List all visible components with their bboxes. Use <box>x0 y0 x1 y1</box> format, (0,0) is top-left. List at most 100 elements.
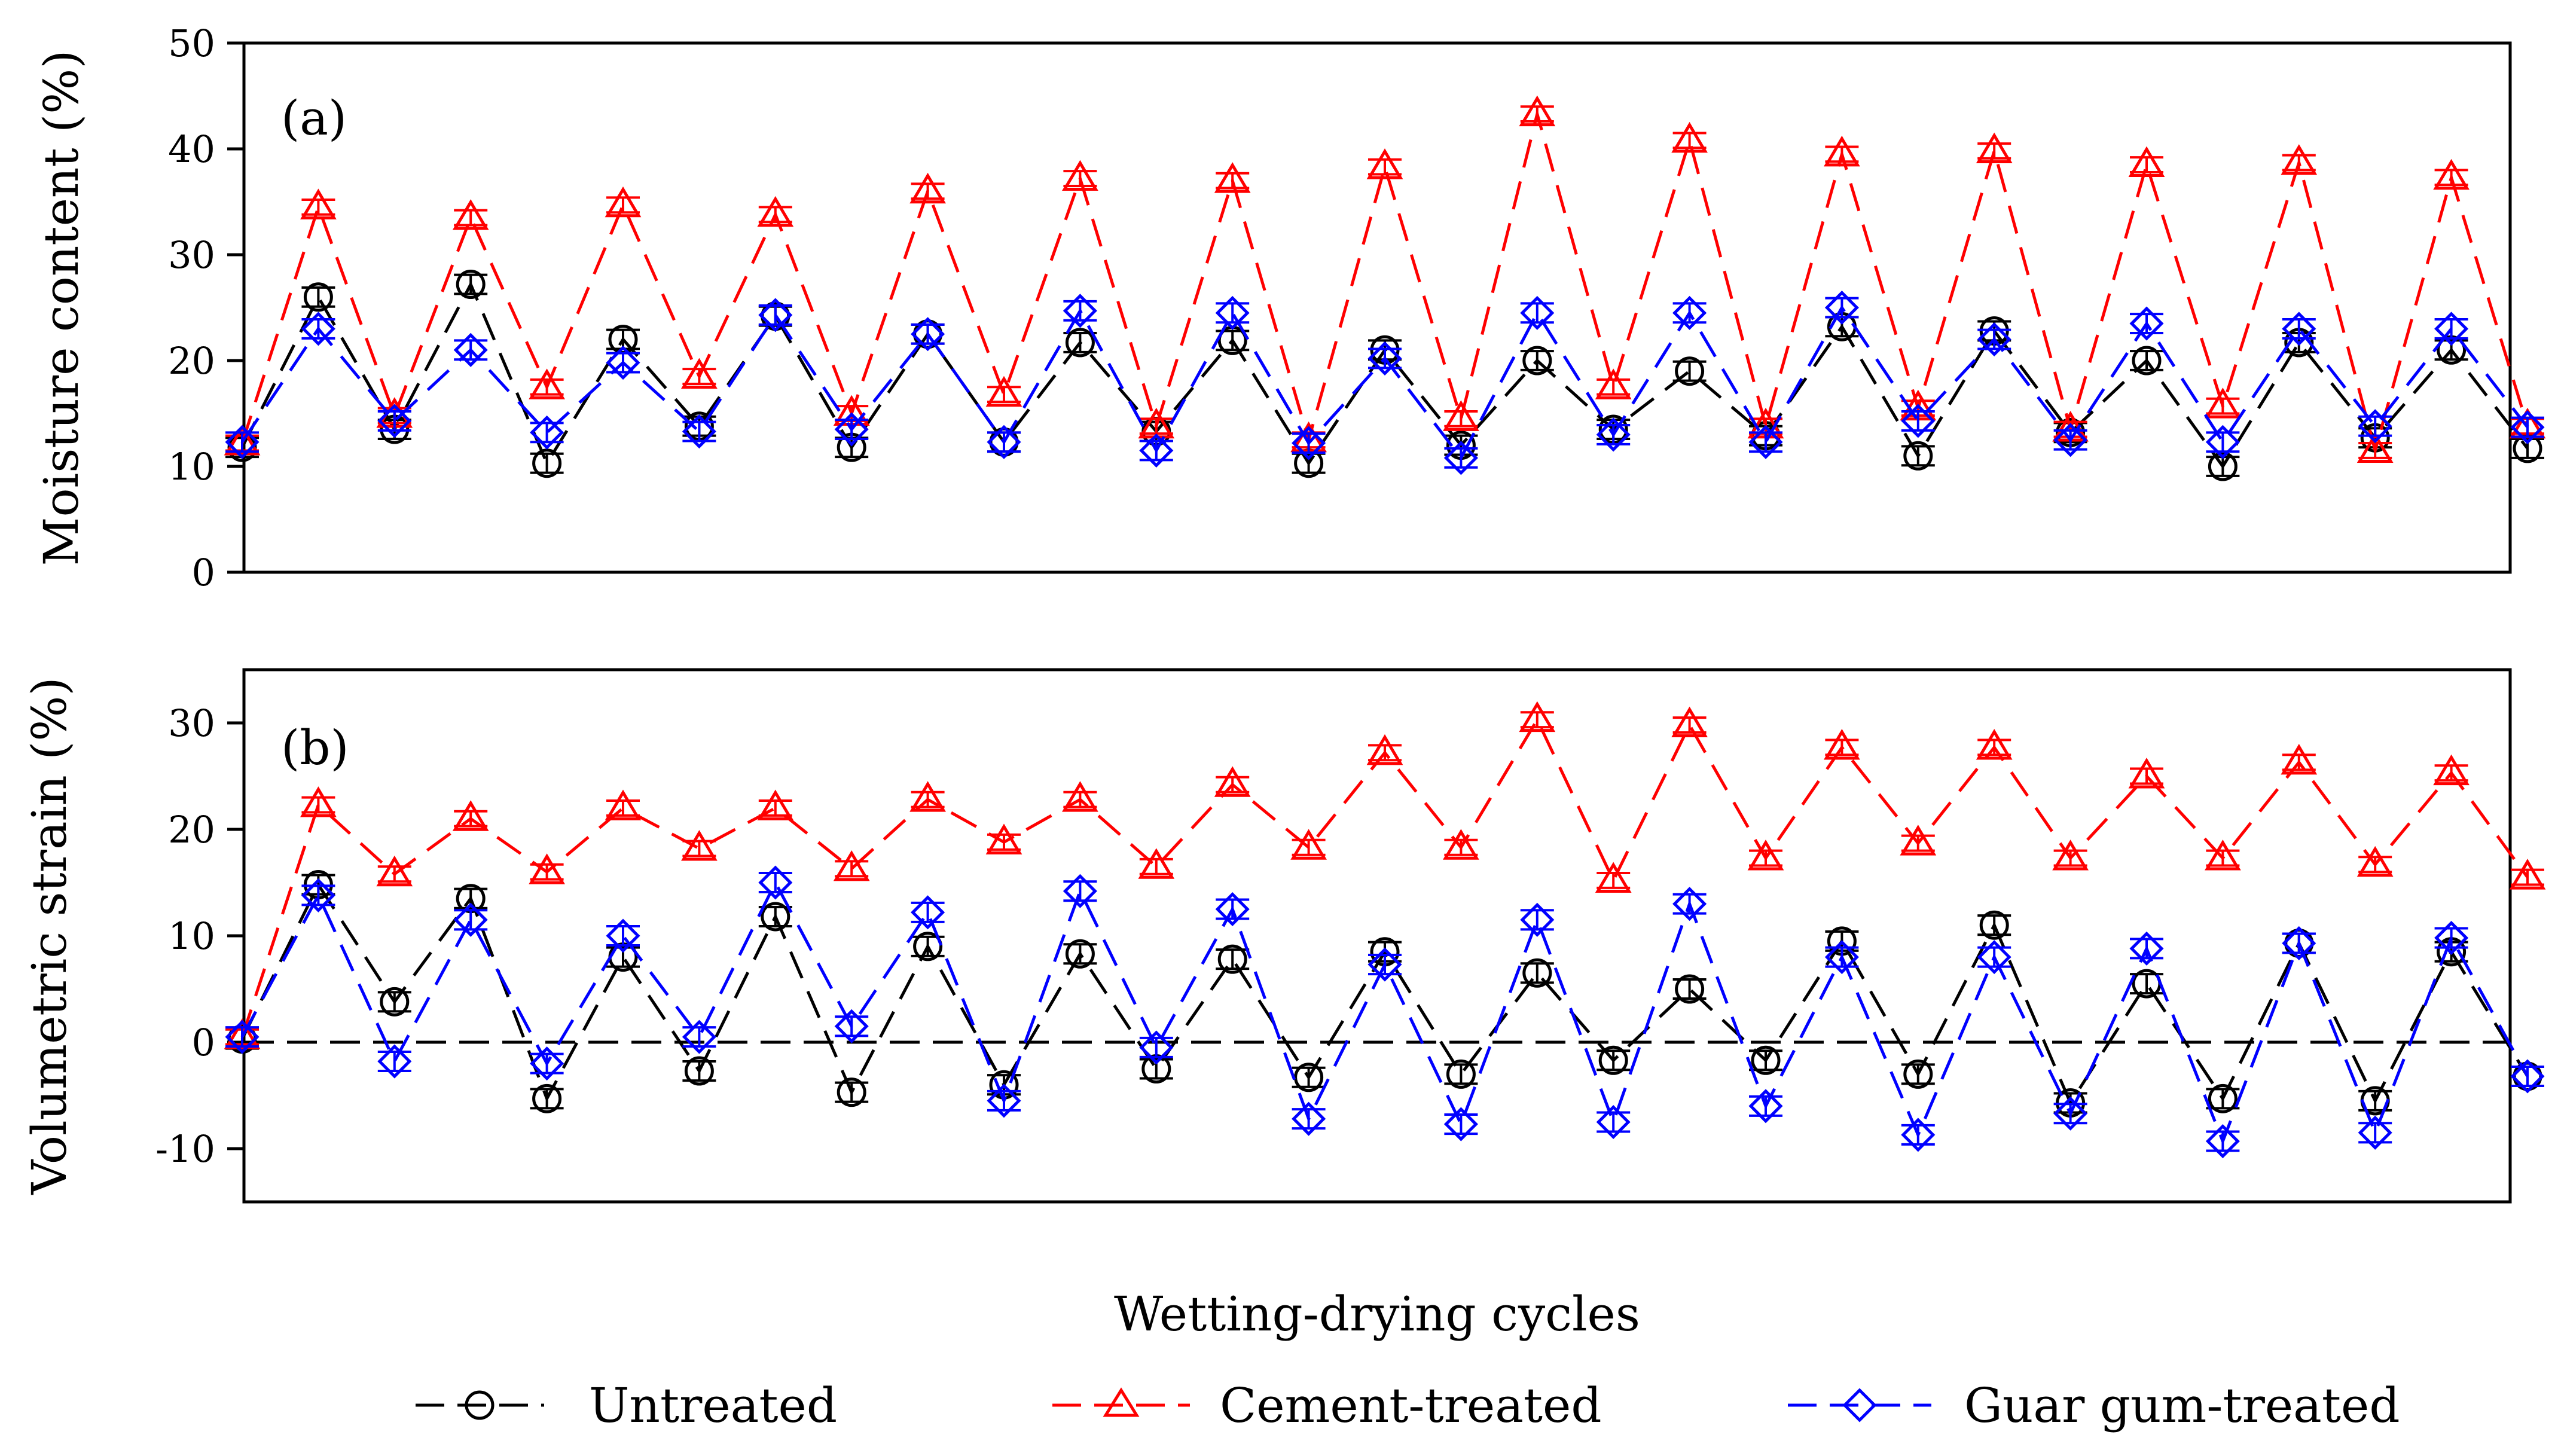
data-point-diamond <box>2434 312 2469 346</box>
data-point-circle <box>532 448 562 478</box>
data-point-triangle <box>529 853 565 884</box>
data-point-triangle <box>1824 729 1860 760</box>
data-point-triangle <box>1900 825 1937 856</box>
panel-label-b: (b) <box>281 720 349 776</box>
data-point-triangle <box>1214 162 1251 193</box>
data-point-triangle <box>1976 132 2013 164</box>
data-point-triangle <box>529 368 565 399</box>
data-point-diamond <box>1520 295 1555 330</box>
data-point-diamond <box>987 425 1021 459</box>
data-point-diamond <box>2510 410 2545 445</box>
data-point-triangle <box>300 188 337 219</box>
data-point-triangle <box>605 789 642 820</box>
data-point-diamond <box>2282 926 2316 960</box>
data-point-triangle <box>1366 734 1403 765</box>
data-point-triangle <box>452 199 489 230</box>
data-point-triangle <box>1671 706 1708 738</box>
y-tick-label-b: 10 <box>168 914 215 958</box>
data-point-triangle <box>985 823 1022 854</box>
data-point-diamond <box>1292 1101 1326 1136</box>
strain-panel: (b) Volumetric strain (%) -10 0 10 20 30 <box>22 668 2546 1204</box>
data-point-triangle <box>1595 862 1632 893</box>
y-tick-label-a: 50 <box>168 22 215 65</box>
data-point-diamond <box>2510 1059 2545 1094</box>
series-line-guar-gum-treated <box>240 304 2529 461</box>
data-point-diamond <box>834 1009 869 1043</box>
y-tick-label-b: 0 <box>192 1021 215 1064</box>
data-point-diamond <box>2129 306 2164 341</box>
data-point-diamond <box>225 425 260 459</box>
data-point-triangle <box>833 850 870 881</box>
data-point-diamond <box>530 1046 564 1081</box>
data-point-circle <box>913 932 943 961</box>
series-guar-gum-treated <box>225 290 2545 475</box>
data-point-diamond <box>453 332 488 367</box>
data-point-triangle <box>2205 387 2241 419</box>
data-point-triangle <box>605 186 642 218</box>
series-line-cement-treated <box>240 716 2529 1037</box>
data-point-triangle <box>2433 158 2470 190</box>
data-point-triangle <box>681 358 718 389</box>
data-point-diamond <box>530 415 564 450</box>
data-point-diamond <box>2282 312 2316 346</box>
data-point-circle <box>532 1083 562 1113</box>
data-point-circle <box>456 270 486 300</box>
data-point-triangle <box>1443 400 1479 431</box>
data-point-triangle <box>757 789 794 820</box>
data-point-triangle <box>452 800 489 831</box>
data-point-diamond <box>2205 425 2240 459</box>
data-point-diamond <box>987 1083 1021 1118</box>
data-point-diamond <box>1901 1118 1936 1152</box>
data-point-diamond <box>301 312 335 346</box>
legend-entry-untreated: Untreated <box>416 1378 837 1433</box>
data-point-triangle <box>2281 743 2318 775</box>
data-point-diamond <box>2205 1124 2240 1159</box>
data-point-diamond <box>758 865 793 900</box>
data-point-circle <box>1979 910 2009 940</box>
data-point-diamond <box>1748 425 1783 459</box>
data-point-circle <box>1751 1045 1781 1075</box>
data-point-circle <box>2132 346 2162 376</box>
y-ticks-b: -10 0 10 20 30 <box>155 701 244 1171</box>
data-point-triangle <box>2509 859 2546 890</box>
data-point-diamond <box>1672 887 1707 921</box>
series-line-guar-gum-treated <box>240 879 2529 1146</box>
data-point-circle <box>1446 1059 1476 1089</box>
data-point-diamond <box>606 346 640 380</box>
legend: Untreated Cement-treated Guar gum-treate… <box>416 1378 2400 1433</box>
data-point-diamond <box>1596 417 1631 452</box>
legend-circle-icon <box>465 1390 494 1420</box>
data-point-diamond <box>911 317 945 352</box>
data-point-diamond <box>1215 892 1250 927</box>
data-point-triangle <box>1062 160 1098 191</box>
data-point-diamond <box>1672 295 1707 330</box>
y-axis-title-b: Volumetric strain (%) <box>22 677 77 1195</box>
data-point-diamond <box>1292 426 1326 460</box>
data-point-diamond <box>1063 874 1097 908</box>
y-tick-label-b: 30 <box>168 701 215 745</box>
data-point-diamond <box>1977 940 2011 975</box>
data-point-circle <box>1065 939 1095 969</box>
data-point-triangle <box>909 172 946 204</box>
data-point-triangle <box>757 196 794 227</box>
data-point-diamond <box>1824 940 1859 975</box>
data-point-diamond <box>2434 921 2469 956</box>
plot-frame-a <box>242 41 2512 574</box>
y-tick-label-b: 20 <box>168 808 215 851</box>
data-point-diamond <box>2358 409 2392 444</box>
data-point-diamond <box>377 1044 412 1079</box>
data-point-triangle <box>1290 829 1327 860</box>
data-point-diamond <box>225 1019 260 1054</box>
y-tick-label-b: -10 <box>155 1127 215 1171</box>
data-point-diamond <box>2358 1115 2392 1150</box>
data-point-triangle <box>2128 146 2165 178</box>
data-point-triangle <box>1747 840 1784 871</box>
data-point-circle <box>2208 451 2238 481</box>
data-point-triangle <box>985 376 1022 407</box>
series-untreated <box>225 870 2544 1118</box>
data-point-circle <box>1903 1059 1933 1089</box>
data-point-triangle <box>1976 729 2013 760</box>
data-point-diamond <box>1139 1030 1174 1065</box>
data-point-diamond <box>911 895 945 930</box>
data-point-diamond <box>682 414 716 449</box>
